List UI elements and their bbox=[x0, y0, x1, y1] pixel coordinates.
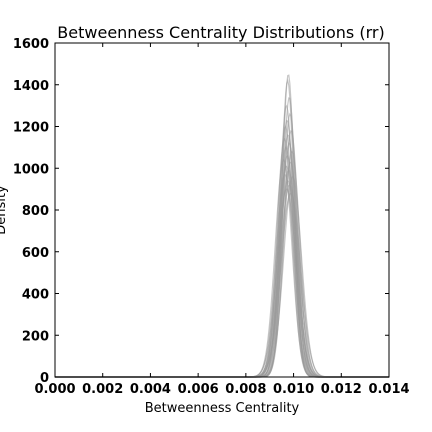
chart-title: Betweenness Centrality Distributions (rr… bbox=[57, 23, 384, 42]
density-curve-18 bbox=[55, 169, 389, 378]
density-curve-17 bbox=[55, 165, 389, 378]
y-tick-label: 600 bbox=[22, 246, 49, 261]
density-curve-2 bbox=[55, 78, 389, 378]
y-tick-label: 1000 bbox=[13, 162, 49, 177]
density-curve-13 bbox=[55, 150, 389, 378]
density-curve-9 bbox=[55, 134, 389, 378]
y-axis-label: Density bbox=[0, 185, 9, 235]
density-curve-6 bbox=[55, 119, 389, 378]
y-tick-label: 800 bbox=[22, 204, 49, 219]
density-curve-10 bbox=[55, 137, 389, 378]
density-curve-22 bbox=[55, 184, 389, 378]
x-axis-ticks: 0.000 0.002 0.004 0.006 0.008 0.010 0.012 0.014 bbox=[34, 43, 410, 397]
density-curve-23 bbox=[55, 188, 389, 378]
plot-frame bbox=[54, 42, 390, 378]
series-layer bbox=[55, 74, 389, 378]
density-curve-4 bbox=[55, 104, 389, 378]
y-axis-ticks: 0 200 400 600 800 1000 1200 1400 1600 bbox=[13, 37, 389, 386]
density-curve-15 bbox=[55, 158, 389, 378]
y-tick-label: 400 bbox=[22, 288, 49, 303]
density-curve-1 bbox=[55, 74, 389, 378]
y-tick-label: 0 bbox=[40, 371, 49, 386]
density-curve-19 bbox=[55, 173, 389, 378]
density-curve-8 bbox=[55, 129, 389, 378]
x-axis-label: Betweenness Centrality bbox=[145, 401, 300, 416]
density-curve-16 bbox=[55, 161, 389, 378]
density-curve-14 bbox=[55, 155, 389, 378]
density-curve-5 bbox=[55, 112, 389, 378]
x-tick-label: 0.014 bbox=[368, 382, 409, 397]
x-tick-label: 0.002 bbox=[82, 382, 123, 397]
y-tick-label: 1600 bbox=[13, 37, 49, 52]
x-tick-label: 0.006 bbox=[178, 382, 219, 397]
density-curve-24 bbox=[55, 192, 389, 378]
y-tick-label: 200 bbox=[22, 329, 49, 344]
y-tick-label: 1400 bbox=[13, 79, 49, 94]
density-curve-11 bbox=[55, 142, 389, 378]
density-curve-7 bbox=[55, 125, 389, 378]
x-tick-label: 0.012 bbox=[321, 382, 362, 397]
density-curve-3 bbox=[55, 97, 389, 378]
density-curve-20 bbox=[55, 175, 389, 378]
x-tick-label: 0.004 bbox=[130, 382, 171, 397]
x-tick-label: 0.000 bbox=[34, 382, 75, 397]
density-curve-12 bbox=[55, 146, 389, 378]
x-tick-label: 0.010 bbox=[273, 382, 314, 397]
x-tick-label: 0.008 bbox=[225, 382, 266, 397]
y-tick-label: 1200 bbox=[13, 121, 49, 136]
density-curve-21 bbox=[55, 179, 389, 378]
